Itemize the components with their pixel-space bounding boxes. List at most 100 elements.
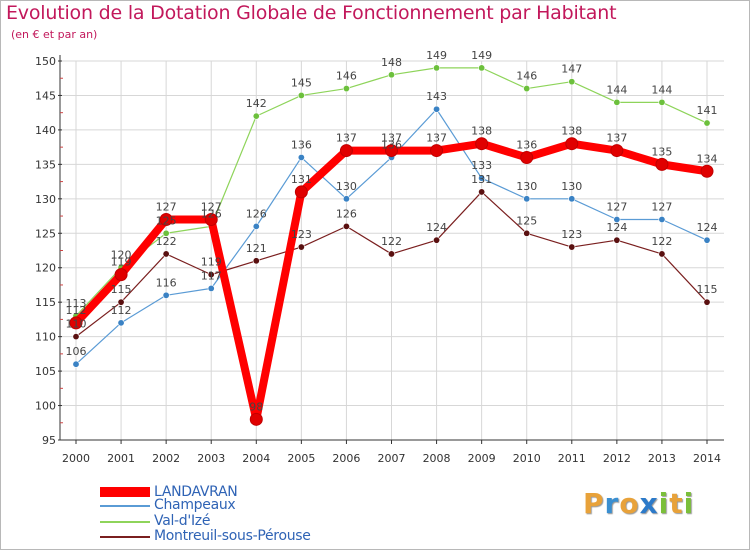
- data-point-landavran-2008: [430, 144, 444, 158]
- y-tick-label-140: 140: [35, 124, 56, 137]
- data-label-montreuil-sous-p-rouse-2003: 119: [201, 256, 222, 269]
- data-label-val-d-iz--2003: 126: [201, 207, 222, 220]
- data-label-champeaux-2006: 130: [336, 180, 357, 193]
- data-point-champeaux-2003: [207, 284, 215, 292]
- series-lines: [69, 64, 714, 426]
- x-tick-label-2003: 2003: [197, 452, 225, 465]
- data-point-montreuil-sous-p-rouse-2011: [568, 243, 576, 251]
- x-tick-label-2001: 2001: [107, 452, 135, 465]
- data-point-montreuil-sous-p-rouse-2001: [117, 298, 125, 306]
- data-label-landavran-2011: 138: [561, 125, 582, 138]
- data-point-val-d-iz--2007: [387, 71, 395, 79]
- data-point-landavran-2013: [655, 157, 669, 171]
- data-point-val-d-iz--2004: [252, 112, 260, 120]
- data-label-val-d-iz--2004: 142: [246, 97, 267, 110]
- data-label-montreuil-sous-p-rouse-2008: 124: [426, 221, 447, 234]
- data-label-champeaux-2002: 116: [156, 276, 177, 289]
- legend-label-montreuil: Montreuil-sous-Pérouse: [154, 528, 311, 544]
- data-label-champeaux-2001: 112: [111, 304, 132, 317]
- data-point-champeaux-2011: [568, 195, 576, 203]
- data-label-champeaux-2013: 127: [651, 200, 672, 213]
- data-label-champeaux-2014: 124: [697, 221, 718, 234]
- data-point-val-d-iz--2011: [568, 78, 576, 86]
- data-point-montreuil-sous-p-rouse-2010: [523, 229, 531, 237]
- data-label-landavran-2010: 136: [516, 138, 537, 151]
- x-tick-label-2005: 2005: [287, 452, 315, 465]
- y-tick-label-145: 145: [35, 89, 56, 102]
- data-point-landavran-2007: [385, 144, 398, 158]
- data-point-landavran-2011: [565, 137, 579, 151]
- data-point-montreuil-sous-p-rouse-2012: [613, 236, 621, 244]
- data-point-landavran-2012: [610, 144, 624, 158]
- y-tick-label-95: 95: [42, 434, 56, 447]
- data-label-val-d-iz--2000: 113: [66, 297, 87, 310]
- data-point-landavran-2003: [204, 212, 218, 226]
- data-point-landavran-2000: [69, 316, 83, 330]
- x-tick-label-2012: 2012: [603, 452, 631, 465]
- legend-swatch-montreuil: [100, 536, 150, 538]
- data-point-val-d-iz--2013: [658, 98, 666, 106]
- x-tick-label-2004: 2004: [242, 452, 270, 465]
- data-label-champeaux-2012: 127: [606, 200, 627, 213]
- x-tick-label-2013: 2013: [648, 452, 676, 465]
- legend-swatch-landavran: [100, 487, 150, 497]
- data-point-val-d-iz--2012: [613, 98, 621, 106]
- logo-letter: i: [658, 487, 670, 520]
- y-tick-label-130: 130: [35, 193, 56, 206]
- data-label-landavran-2007: 137: [381, 132, 402, 145]
- legend-label-landavran: LANDAVRAN: [154, 484, 238, 500]
- data-label-montreuil-sous-p-rouse-2006: 126: [336, 207, 357, 220]
- data-label-landavran-2005: 131: [291, 173, 312, 186]
- data-label-champeaux-2010: 130: [516, 180, 537, 193]
- data-label-landavran-2012: 137: [606, 132, 627, 145]
- data-point-val-d-iz--2014: [703, 119, 711, 127]
- y-tick-label-150: 150: [35, 55, 56, 68]
- data-point-montreuil-sous-p-rouse-2000: [72, 333, 80, 341]
- legend-swatch-champeaux: [100, 505, 150, 507]
- data-point-montreuil-sous-p-rouse-2006: [342, 222, 350, 230]
- data-label-montreuil-sous-p-rouse-2011: 123: [561, 228, 582, 241]
- data-point-val-d-iz--2008: [433, 64, 441, 72]
- y-tick-label-120: 120: [35, 262, 56, 275]
- data-label-montreuil-sous-p-rouse-2001: 115: [111, 283, 132, 296]
- data-point-montreuil-sous-p-rouse-2014: [703, 298, 711, 306]
- data-point-montreuil-sous-p-rouse-2003: [207, 271, 215, 279]
- data-label-montreuil-sous-p-rouse-2004: 121: [246, 242, 267, 255]
- x-axis-ticks: 2000 2001 2002 2003 2004 2005 2006 2007 2008 2009…: [62, 440, 721, 465]
- data-label-val-d-iz--2010: 146: [516, 70, 537, 83]
- data-point-montreuil-sous-p-rouse-2008: [433, 236, 441, 244]
- data-point-champeaux-2004: [252, 222, 260, 230]
- data-label-landavran-2000: 112: [66, 304, 87, 317]
- data-label-montreuil-sous-p-rouse-2007: 122: [381, 235, 402, 248]
- y-tick-label-100: 100: [35, 400, 56, 413]
- data-point-landavran-2005: [294, 185, 308, 199]
- data-point-val-d-iz--2009: [478, 64, 486, 72]
- data-point-val-d-iz--2002: [162, 229, 170, 237]
- data-label-champeaux-2011: 130: [561, 180, 582, 193]
- data-label-val-d-iz--2007: 148: [381, 56, 402, 69]
- data-point-champeaux-2009: [478, 174, 486, 182]
- data-label-montreuil-sous-p-rouse-2009: 131: [471, 173, 492, 186]
- data-label-montreuil-sous-p-rouse-2012: 124: [606, 221, 627, 234]
- data-point-champeaux-2010: [523, 195, 531, 203]
- data-label-landavran-2003: 127: [201, 200, 222, 213]
- data-label-champeaux-2000: 106: [66, 345, 87, 358]
- logo-letter: r: [604, 487, 620, 520]
- data-label-champeaux-2008: 143: [426, 90, 447, 103]
- data-point-montreuil-sous-p-rouse-2004: [252, 257, 260, 265]
- data-label-val-d-iz--2008: 149: [426, 49, 447, 62]
- data-label-landavran-2006: 137: [336, 132, 357, 145]
- chart-subtitle: (en € et par an): [11, 28, 98, 41]
- logo-letter: i: [683, 487, 695, 520]
- data-point-landavran-2010: [520, 150, 534, 164]
- data-label-val-d-iz--2012: 144: [606, 83, 627, 96]
- legend-label-champeaux: Champeaux: [154, 497, 236, 513]
- y-tick-label-115: 115: [35, 296, 56, 309]
- data-point-champeaux-2002: [162, 291, 170, 299]
- data-labels: 110 115 122 119 121 123 126 122 124 131 125 123 124 1…: [66, 49, 718, 413]
- data-label-val-d-iz--2005: 145: [291, 76, 312, 89]
- data-point-landavran-2002: [159, 212, 173, 226]
- data-point-montreuil-sous-p-rouse-2002: [162, 250, 170, 258]
- data-label-landavran-2009: 138: [471, 125, 492, 138]
